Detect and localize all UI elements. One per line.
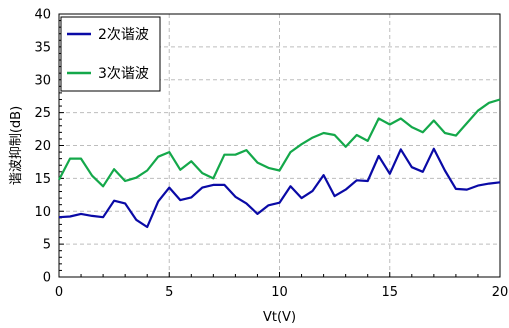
y-tick-label: 15	[34, 172, 51, 187]
legend-box	[60, 16, 161, 92]
y-tick-label: 30	[34, 73, 51, 88]
y-tick-label: 25	[34, 106, 51, 121]
series-lines	[58, 98, 501, 229]
tick-labels: 0 5 10 15 20 25 30 35 40 0 5 10 15 20	[34, 8, 508, 301]
y-tick-label: 40	[34, 8, 51, 23]
legend-label-2nd-harmonic: 2次谐波	[98, 27, 149, 43]
legend-label-3rd-harmonic: 3次谐波	[98, 66, 149, 82]
x-tick-label: 0	[55, 285, 63, 300]
y-tick-label: 0	[43, 271, 51, 286]
x-tick-label: 10	[271, 285, 288, 300]
y-tick-label: 20	[34, 139, 51, 154]
legend: 2次谐波 3次谐波	[60, 16, 161, 92]
y-tick-label: 35	[34, 40, 51, 55]
x-tick-label: 5	[165, 285, 173, 300]
series-line-2nd-harmonic	[58, 147, 501, 229]
x-tick-label: 20	[492, 285, 509, 300]
y-tick-label: 5	[43, 238, 51, 253]
y-tick-label: 10	[34, 205, 51, 220]
series-line-3rd-harmonic	[58, 98, 501, 188]
y-axis-title: 谐波抑制(dB)	[9, 106, 24, 185]
x-tick-label: 15	[381, 285, 398, 300]
x-axis-title: Vt(V)	[263, 310, 296, 325]
